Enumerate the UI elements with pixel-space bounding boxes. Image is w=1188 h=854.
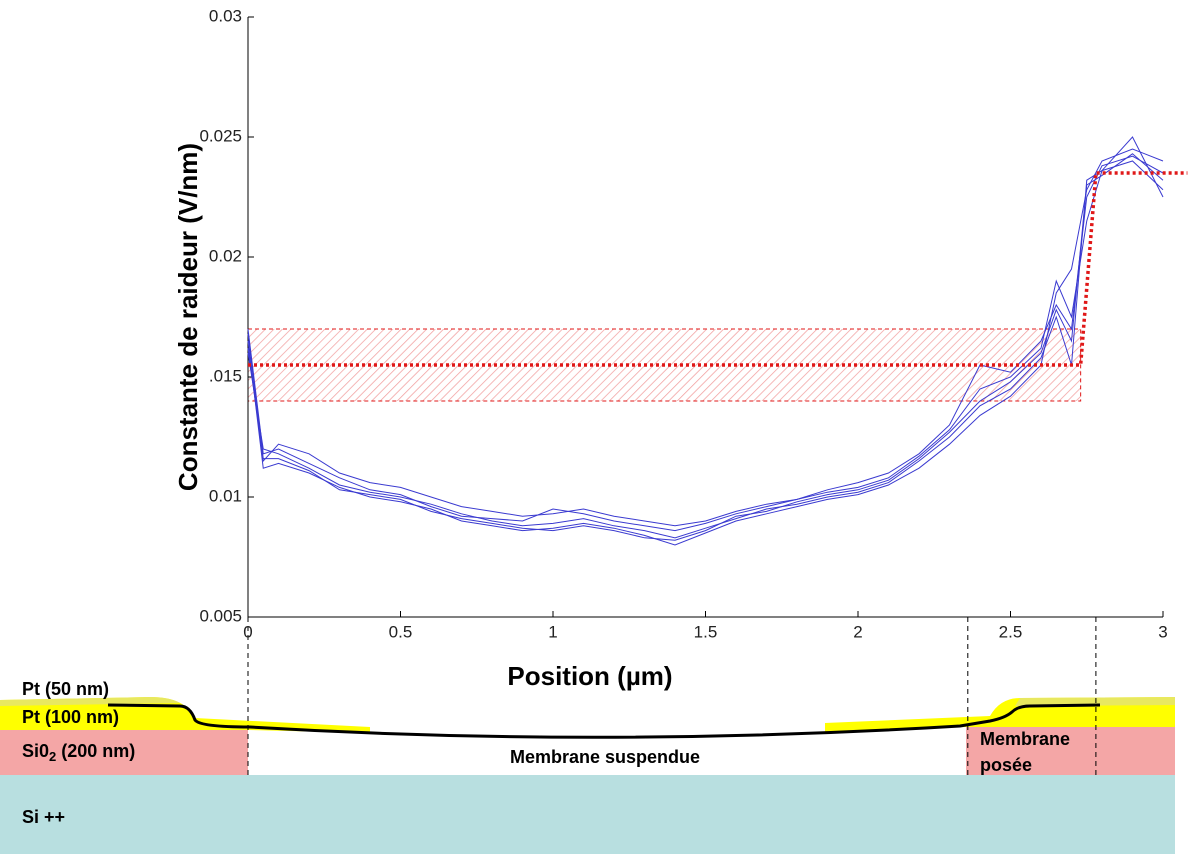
fit-line bbox=[248, 171, 1188, 367]
y-tick-label: .015 bbox=[209, 366, 242, 385]
y-axis-title: Constante de raideur (V/nm) bbox=[173, 143, 203, 491]
pt-top-layer bbox=[0, 697, 180, 706]
region-label: posée bbox=[980, 755, 1032, 775]
label-part: Si0 bbox=[22, 741, 49, 761]
y-tick-label: 0.025 bbox=[199, 126, 242, 145]
y-tick-label: 0.01 bbox=[209, 486, 242, 505]
label-part: (200 nm) bbox=[56, 741, 135, 761]
x-tick-label: 0 bbox=[243, 622, 252, 641]
x-tick-label: 3 bbox=[1158, 622, 1167, 641]
oxide-layer bbox=[0, 727, 248, 775]
data-line bbox=[247, 155, 1164, 527]
pt-layer bbox=[0, 697, 370, 733]
x-tick-label: 2.5 bbox=[999, 622, 1023, 641]
region-label: Membrane bbox=[980, 729, 1070, 749]
layer-label: Si ++ bbox=[22, 807, 65, 827]
y-tick-label: 0.03 bbox=[209, 6, 242, 25]
layer-label: Pt (100 nm) bbox=[22, 707, 119, 727]
x-tick-label: 1 bbox=[548, 622, 557, 641]
data-line bbox=[247, 148, 1164, 546]
oxide-layer bbox=[966, 727, 1175, 775]
label-subscript: 2 bbox=[49, 749, 56, 764]
data-line bbox=[247, 136, 1164, 532]
y-tick-label: 0.005 bbox=[199, 606, 242, 625]
data-line bbox=[247, 153, 1164, 541]
x-tick-label: 1.5 bbox=[694, 622, 718, 641]
membrane bbox=[107, 703, 1101, 739]
y-tick-label: 0.02 bbox=[209, 246, 242, 265]
region-label: Membrane suspendue bbox=[510, 747, 700, 767]
x-tick-label: 0.5 bbox=[389, 622, 413, 641]
x-tick-label: 2 bbox=[853, 622, 862, 641]
x-axis-title: Position (µm) bbox=[507, 661, 672, 691]
pt-top-layer bbox=[1015, 697, 1175, 706]
substrate-layer bbox=[0, 775, 1175, 854]
layer-label: Pt (50 nm) bbox=[22, 679, 109, 699]
layer-label: Si02 (200 nm) bbox=[22, 741, 135, 765]
cross-section: Pt (50 nm) Pt (100 nm) Si02 (200 nm) Mem… bbox=[0, 679, 1175, 854]
